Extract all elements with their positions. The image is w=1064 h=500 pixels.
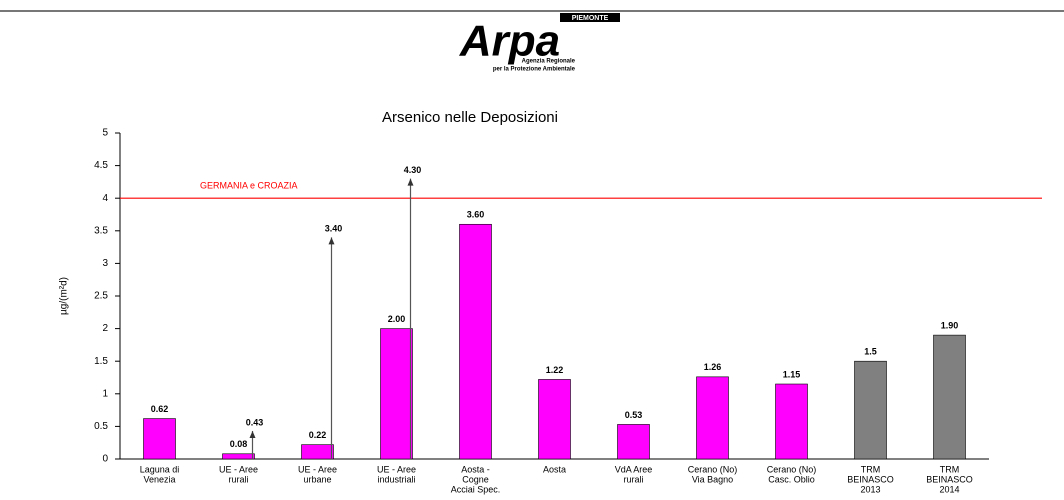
x-tick-label: Acciai Spec. (451, 484, 501, 494)
x-tick-label: Laguna di (140, 464, 180, 474)
x-tick-label: Venezia (143, 474, 175, 484)
y-tick-label: 5 (102, 128, 108, 139)
max-value-label: 4.30 (404, 165, 422, 175)
y-tick-label: 3 (102, 258, 108, 269)
x-tick-label: industriali (377, 474, 415, 484)
x-tick-label: BEINASCO (847, 474, 894, 484)
x-tick-label: UE - Aree (298, 464, 337, 474)
y-tick-label: 3.5 (94, 225, 108, 236)
x-tick-label: Casc. Oblio (768, 474, 815, 484)
x-tick-label: BEINASCO (926, 474, 973, 484)
bar (617, 424, 650, 460)
y-tick-label: 0.5 (94, 421, 108, 432)
x-tick-label: urbane (303, 474, 331, 484)
x-tick-label: TRM (940, 464, 960, 474)
value-label: 0.53 (625, 410, 643, 420)
arrow-head (249, 430, 256, 438)
max-value-label: 3.40 (325, 224, 343, 234)
y-tick-label: 0 (102, 454, 108, 465)
bar (854, 360, 887, 460)
y-tick-label: 1.5 (94, 356, 108, 367)
logo: Arpa (459, 17, 560, 66)
logo-band (560, 13, 620, 22)
bar (538, 379, 571, 460)
y-axis-label: µg/(m²d) (59, 277, 70, 315)
logo-region: PIEMONTE (572, 15, 609, 22)
value-label: 0.62 (151, 404, 169, 414)
x-tick-label: Cerano (No) (767, 464, 817, 474)
bar (143, 418, 176, 460)
arrow-head (407, 178, 414, 186)
y-tick-label: 1 (102, 388, 108, 399)
arrow-head (328, 237, 335, 245)
value-label: 1.22 (546, 365, 564, 375)
y-tick-label: 2 (102, 323, 108, 334)
value-label: 1.90 (941, 320, 959, 330)
value-label: 0.08 (230, 439, 248, 449)
bar (222, 453, 255, 460)
reference-label: GERMANIA e CROAZIA (200, 181, 298, 191)
x-tick-label: TRM (861, 464, 881, 474)
bar (301, 444, 334, 460)
x-tick-label: UE - Aree (377, 464, 416, 474)
x-tick-label: rurali (228, 474, 248, 484)
logo-subtitle: Agenzia Regionale (522, 59, 576, 65)
x-tick-label: 2014 (939, 484, 959, 494)
bar (775, 383, 808, 460)
value-label: 1.15 (783, 369, 801, 379)
value-label: 1.26 (704, 362, 722, 372)
bar (459, 223, 492, 460)
bar (380, 328, 413, 460)
value-label: 1.5 (864, 347, 877, 357)
x-tick-label: rurali (623, 474, 643, 484)
x-tick-label: UE - Aree (219, 464, 258, 474)
y-tick-label: 4 (102, 193, 108, 204)
x-tick-label: Aosta - (461, 464, 490, 474)
chart-title: Arsenico nelle Deposizioni (382, 109, 558, 126)
x-tick-label: VdA Aree (615, 464, 653, 474)
bar (696, 376, 729, 460)
x-tick-label: Aosta (543, 464, 566, 474)
max-value-label: 0.43 (246, 417, 264, 427)
value-label: 3.60 (467, 210, 485, 220)
logo-subtitle: per la Protezione Ambientale (493, 67, 576, 73)
bar (933, 334, 966, 460)
y-tick-label: 2.5 (94, 291, 108, 302)
value-label: 2.00 (388, 314, 406, 324)
x-tick-label: Cogne (462, 474, 489, 484)
x-tick-label: 2013 (860, 484, 880, 494)
x-tick-label: Via Bagno (692, 474, 733, 484)
x-tick-label: Cerano (No) (688, 464, 738, 474)
value-label: 0.22 (309, 430, 327, 440)
y-tick-label: 4.5 (94, 160, 108, 171)
